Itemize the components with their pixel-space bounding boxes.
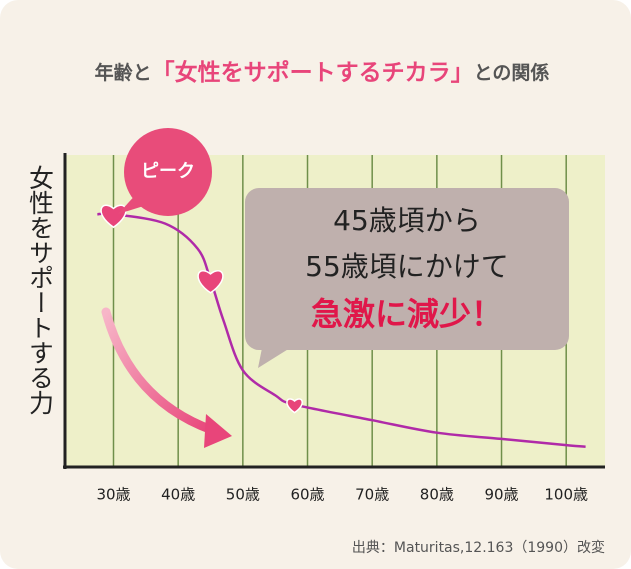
line-series [97, 212, 586, 448]
x-tick-label: 70歳 [355, 486, 389, 504]
x-tick-label: 30歳 [96, 486, 130, 504]
decorative-arrow [101, 307, 217, 435]
x-tick-label: 90歳 [484, 486, 518, 504]
source-note: 出典：Maturitas,12.163（1990）改変 [352, 539, 605, 556]
peak-bubble [124, 128, 212, 216]
x-tick-label: 60歳 [290, 486, 324, 504]
heart-marker [197, 270, 224, 294]
peak-label: ピーク [141, 161, 195, 182]
callout-box [245, 188, 569, 350]
title-part: との関係 [474, 61, 550, 84]
title-part: 「女性をサポートするチカラ」 [152, 59, 474, 86]
chart-title: 年齢と「女性をサポートするチカラ」との関係 [95, 59, 550, 86]
heart-marker [286, 398, 303, 414]
x-tick-label: 100歳 [544, 486, 588, 504]
plot [97, 204, 586, 448]
heart-marker [100, 204, 127, 229]
decorative-arrowhead [204, 414, 232, 448]
callout-tail [258, 348, 290, 368]
callout-line: 55歳頃にかけて [305, 250, 509, 283]
x-tick-label: 40歳 [161, 486, 195, 504]
callout-line: 45歳頃から [333, 204, 481, 237]
title-part: 年齢と [95, 61, 152, 84]
callout-emphasis: 急激に減少！ [311, 295, 503, 333]
x-tick-label: 80歳 [420, 486, 454, 504]
y-axis-label: 女性をサポートする力 [26, 165, 55, 415]
x-tick-label: 50歳 [226, 486, 260, 504]
